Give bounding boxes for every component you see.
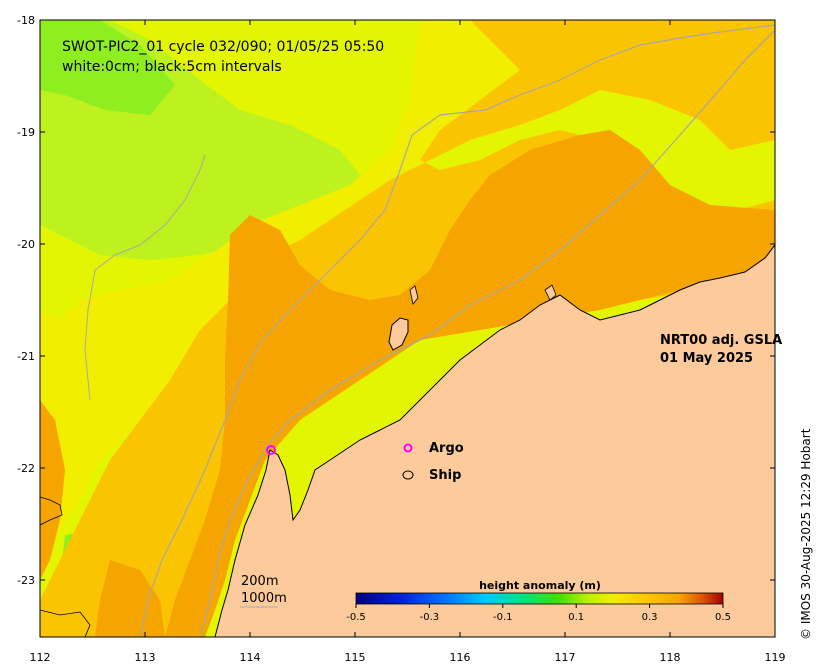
x-tick-label: 114 [240,651,261,664]
y-axis: -18 -19 -20 -21 -22 -23 [17,14,775,587]
land-mainland [214,244,775,637]
x-tick-label: 119 [765,651,786,664]
y-tick-label: -21 [17,350,35,363]
colorbar: height anomaly (m) -0.5 -0.3 -0.1 0.1 0.3 0.5 [346,579,731,623]
colorbar-tick-label: 0.1 [568,612,584,623]
argo-legend-label: Argo [429,441,464,456]
bathymetry-1000m-contour [139,24,775,637]
y-tick-label: -18 [17,14,35,27]
anomaly-band-highest-south [95,560,165,637]
anomaly-band-highest [165,130,775,637]
y-tick-label: -19 [17,126,35,139]
product-name: NRT00 adj. GSLA [660,333,782,348]
contour-line-5cm [40,496,63,526]
argo-legend-icon [403,443,413,453]
ship-legend-label: Ship [429,468,461,483]
colorbar-tick-label: 0.3 [642,612,658,623]
anomaly-band-highest-west [40,400,65,580]
colorbar-tick-label: -0.3 [420,612,440,623]
credit-text: © IMOS 30-Aug-2025 12:29 Hobart [799,428,813,640]
map-subtitle: white:0cm; black:5cm intervals [62,59,282,75]
colorbar-tick-label: 0.5 [715,612,731,623]
land-island-north [544,284,557,301]
map-title: SWOT-PIC2_01 cycle 032/090; 01/05/25 05:… [62,39,384,55]
colorbar-gradient [355,592,724,605]
land-island-barrow [388,317,409,351]
x-tick-label: 117 [555,651,576,664]
bathymetry-200m-contour [199,29,775,637]
x-tick-label: 112 [30,651,51,664]
colorbar-tick-label: -0.5 [346,612,366,623]
contour-1000m-label: 1000m [241,591,287,606]
y-tick-label: -23 [17,574,35,587]
anomaly-field [40,20,775,637]
colorbar-tick-label: -0.1 [493,612,513,623]
x-tick-label: 113 [135,651,156,664]
product-date: 01 May 2025 [660,351,753,366]
x-tick-label: 118 [660,651,681,664]
land-island-small [409,285,419,305]
colorbar-ticks: -0.5 -0.3 -0.1 0.1 0.3 0.5 [346,604,731,623]
contour-line-5cm-south [40,609,91,637]
x-axis: 112 113 114 115 116 117 118 119 [30,20,786,664]
y-tick-label: -20 [17,238,35,251]
anomaly-band-lowest [40,20,175,115]
bathymetry-1000m-contour-inner [84,154,206,401]
x-tick-label: 116 [450,651,471,664]
x-tick-label: 115 [345,651,366,664]
marker-legend: Argo Ship [402,441,464,483]
plot-frame [39,19,776,638]
argo-float-marker [266,445,276,455]
y-tick-label: -22 [17,462,35,475]
contour-200m-label: 200m [241,574,278,589]
ship-legend-icon [402,470,414,480]
colorbar-title: height anomaly (m) [479,579,601,592]
